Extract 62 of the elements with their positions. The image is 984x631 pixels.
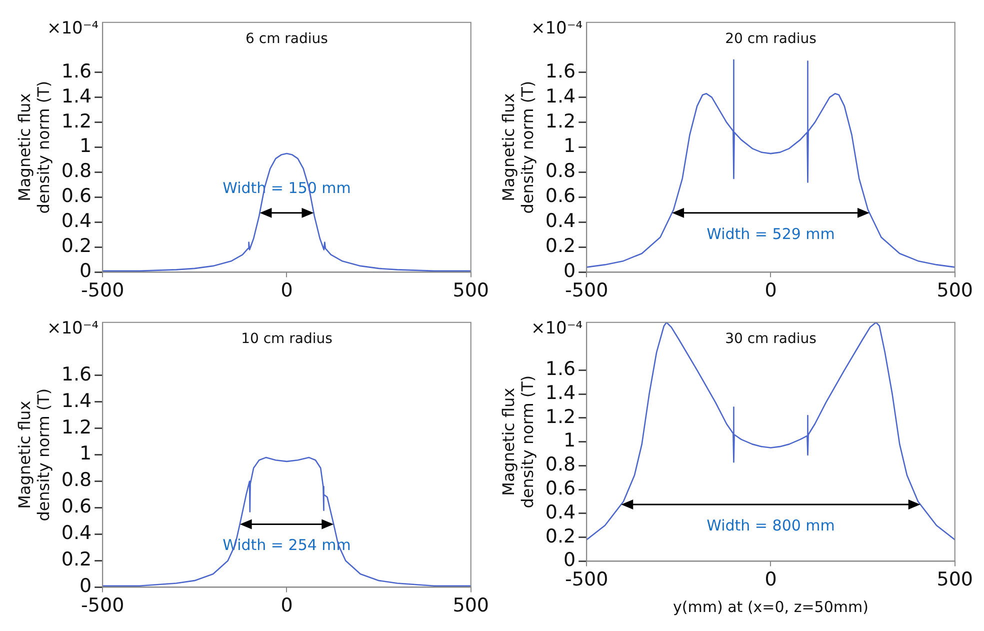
y-tick-label: 0.2 [61,548,92,571]
y-axis-title: Magnetic flux density norm (T) [14,80,53,214]
text: 6 cm radius [246,31,328,48]
x-tick-label: -500 [565,568,608,591]
y-tick-label: 1 [564,135,576,158]
y-axis-title: Magnetic flux density norm (T) [498,375,537,508]
x-tick-label: 500 [452,594,489,617]
y-tick-label: 1.6 [545,60,576,82]
x-tick-label: 0 [280,594,293,617]
y-tick-label: 1.6 [545,358,576,380]
text: ×10⁻⁴ [530,18,583,38]
y-tick-label: 0.6 [545,185,576,208]
x-axis-title: y(mm) at (x=0, z=50mm) [673,598,868,616]
y-axis-title: Magnetic flux density norm (T) [498,80,537,214]
x-tick-label: 0 [764,568,777,591]
annotation: Width = 529 mm [706,224,835,243]
y-tick-label: 0.2 [545,235,576,258]
y-tick-label: 0.6 [61,185,92,208]
y-tick-label: 0.4 [545,210,576,232]
y-tick-label: 1.2 [545,110,576,132]
y-tick-label: 1.6 [61,60,92,82]
y-tick-label: 0.2 [545,525,576,548]
y-tick-label: 1 [564,430,576,452]
y-tick-label: 0.8 [545,160,576,182]
y-tick-label: 1 [80,442,92,465]
y-tick-label: 1.4 [545,382,576,404]
y-tick-label: 1.2 [545,406,576,428]
y-tick-label: 1.2 [61,416,92,438]
y-tick-label: 0.8 [61,469,92,492]
y-tick-label: 0.8 [545,454,576,476]
y-axis-title: Magnetic flux density norm (T) [14,388,53,522]
text: ×10⁻⁴ [530,318,583,338]
x-tick-label: -500 [81,594,124,617]
y-tick-label: 1.2 [61,110,92,132]
x-tick-label: 0 [764,280,777,302]
y-tick-label: 0.4 [545,501,576,524]
y-tick-label: 0.4 [61,522,92,544]
y-tick-label: 0 [80,260,92,282]
y-tick-label: 0.6 [545,477,576,500]
text: 20 cm radius [725,31,816,48]
y-tick-label: 1 [80,135,92,158]
y-tick-label: 0 [564,549,576,572]
x-tick-label: -500 [81,280,124,302]
y-tick-label: 0.4 [61,210,92,232]
x-tick-label: 500 [452,280,489,302]
text: 10 cm radius [241,331,332,348]
text: ×10⁻⁴ [46,18,99,38]
y-tick-label: 1.6 [61,363,92,386]
y-tick-label: 0 [564,260,576,282]
y-tick-label: 0.6 [61,496,92,518]
x-tick-label: 0 [280,280,293,302]
y-tick-label: 1.4 [545,85,576,108]
y-tick-label: 1.4 [61,390,92,412]
y-tick-label: 0.8 [61,160,92,182]
text: 30 cm radius [725,331,816,348]
x-tick-label: 500 [936,280,973,302]
y-tick-label: 1.4 [61,85,92,108]
y-tick-label: 0.2 [61,235,92,258]
x-tick-label: -500 [565,280,608,302]
x-tick-label: 500 [936,568,973,591]
annotation: Width = 800 mm [706,516,835,534]
text: ×10⁻⁴ [46,318,99,338]
